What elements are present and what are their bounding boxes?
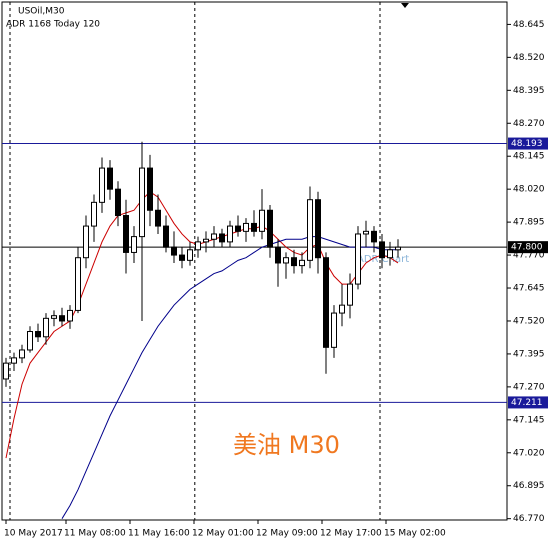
y-tick-label: 46.770 [513, 514, 545, 524]
y-tick-label: 48.020 [513, 185, 545, 195]
y-tick-label: 46.895 [513, 481, 545, 491]
candle-body [67, 309, 73, 322]
candle-body [283, 257, 289, 264]
candle-body [331, 312, 337, 348]
candle-body [315, 199, 321, 259]
x-tick-label: 10 May 2017 [4, 529, 63, 539]
candle-body [163, 225, 169, 248]
candle-body [155, 209, 161, 227]
candle-body [259, 209, 265, 232]
candle-body [43, 317, 49, 338]
candle-body [147, 167, 153, 211]
y-tick-label: 47.145 [513, 415, 545, 425]
candle-body [179, 254, 185, 261]
candle-body [211, 233, 217, 240]
y-tick-label: 47.270 [513, 382, 545, 392]
y-tick-label: 48.270 [513, 119, 545, 129]
candle-body [355, 233, 361, 285]
candle-body [363, 230, 369, 235]
candle-body [235, 225, 241, 232]
candle-body [51, 315, 57, 319]
candle-body [3, 362, 9, 380]
x-tick-label: 11 May 08:00 [64, 529, 126, 539]
y-tick-label: 47.020 [513, 448, 545, 458]
watermark: 美油 M30 [233, 431, 340, 459]
candle-body [107, 167, 113, 190]
x-tick-label: 12 May 01:00 [192, 529, 254, 539]
y-tick-label: 47.645 [513, 284, 545, 294]
y-tick-label: 47.770 [513, 251, 545, 261]
y-tick-label: 47.395 [513, 349, 545, 359]
candle-body [171, 246, 177, 256]
candle-body [379, 241, 385, 259]
candle-body [275, 246, 281, 264]
chart-subtitle: ADR 1168 Today 120 [6, 20, 100, 30]
y-tick-label: 47.520 [513, 316, 545, 326]
price-level-box [508, 137, 548, 150]
price-level-label: 48.193 [511, 139, 543, 149]
candle-body [371, 230, 377, 243]
x-tick-label: 12 May 17:00 [320, 529, 382, 539]
adr-label: ADR Chart [357, 254, 409, 265]
candle-body [227, 225, 233, 243]
candle-body [323, 257, 329, 348]
x-tick-label: 12 May 09:00 [256, 529, 318, 539]
price-level-label: 47.800 [511, 243, 543, 253]
price-level-box [508, 241, 548, 254]
candle-body [339, 304, 345, 314]
price-level-box [508, 396, 548, 409]
price-level-label: 47.211 [511, 398, 543, 408]
y-tick-label: 48.395 [513, 86, 545, 96]
candle-body [75, 257, 81, 311]
candle-body [395, 246, 401, 251]
x-tick-label: 11 May 16:00 [128, 529, 190, 539]
candle-body [115, 188, 121, 217]
candle-body [291, 257, 297, 267]
candle-body [307, 199, 313, 261]
candle-body [139, 167, 145, 238]
candle-body [299, 259, 305, 267]
moving-average [61, 236, 398, 519]
candle-body [387, 249, 393, 259]
candle-body [27, 331, 33, 351]
candle-body [203, 238, 209, 243]
candle-body [219, 233, 225, 243]
plot [2, 2, 507, 520]
candle-body [267, 209, 273, 248]
x-tick-label: 15 May 02:00 [384, 529, 446, 539]
candle-body [347, 283, 353, 306]
chart-title: USOil,M30 [18, 7, 65, 17]
y-tick-label: 47.895 [513, 218, 545, 228]
candle-body [19, 349, 25, 359]
candle-body [243, 222, 249, 232]
candle-body [123, 215, 129, 253]
candle-body [35, 331, 41, 338]
candle-body [11, 357, 17, 364]
candle-body [131, 236, 137, 253]
candle-body [59, 315, 65, 322]
candle-body [195, 241, 201, 251]
candle-body [83, 225, 89, 259]
y-tick-label: 48.520 [513, 53, 545, 63]
y-tick-label: 48.645 [513, 20, 545, 30]
candle-body [91, 201, 97, 227]
candle-body [99, 167, 105, 203]
shift-marker [401, 3, 409, 8]
candle-body [251, 222, 257, 232]
candle-body [187, 249, 193, 261]
y-tick-label: 48.145 [513, 152, 545, 162]
